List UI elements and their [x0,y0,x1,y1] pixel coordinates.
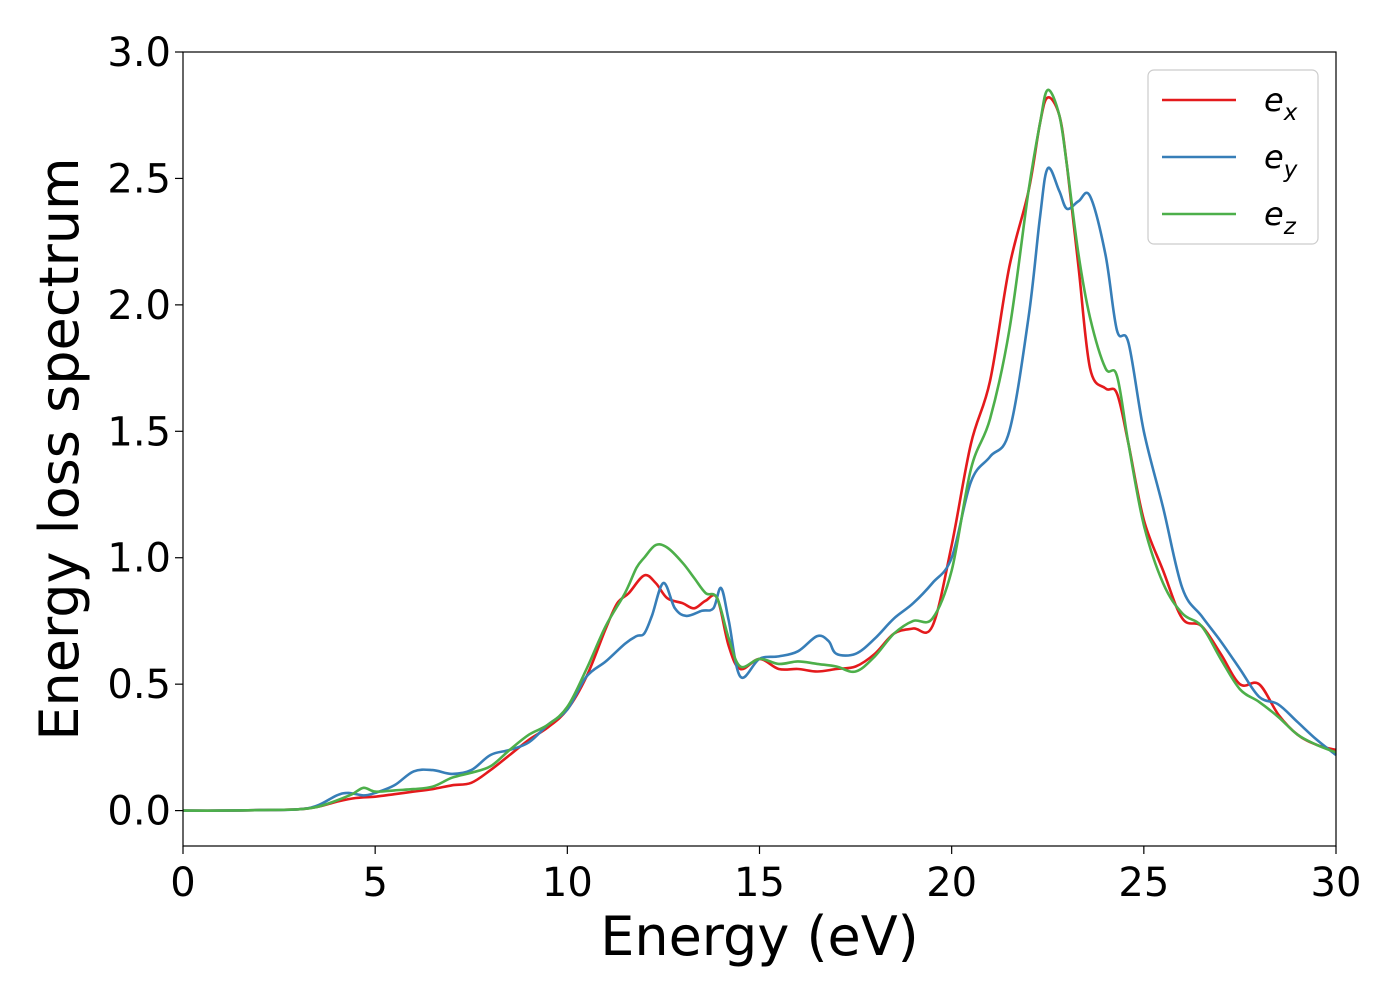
y-axis-ticks: 0.0 0.5 1.0 1.5 2.0 2.5 3.0 [107,30,183,835]
y-tick-label: 2.0 [107,283,171,329]
series-line-z [182,88,1337,812]
series-line-y [182,166,1337,812]
series-layer [182,88,1337,812]
x-tick-label: 30 [1311,860,1362,906]
legend-label-y: ey [1264,138,1298,183]
x-tick-label: 25 [1118,860,1169,906]
x-tick-label: 5 [362,860,387,906]
x-tick-label: 20 [926,860,977,906]
y-tick-label: 2.5 [107,156,171,202]
y-axis-title: Energy loss spectrum [28,157,91,740]
y-tick-label: 0.0 [107,789,171,835]
x-tick-label: 0 [170,860,195,906]
y-tick-label: 3.0 [107,30,171,76]
legend: ex ey ez [1147,69,1319,245]
x-tick-label: 10 [542,860,593,906]
y-tick-label: 1.0 [107,536,171,582]
x-axis-ticks: 0 5 10 15 20 25 30 [170,846,1361,906]
x-axis-title: Energy (eV) [600,905,919,968]
x-tick-label: 15 [734,860,785,906]
y-tick-label: 1.5 [107,409,171,455]
legend-label-x: ex [1264,81,1298,126]
legend-label-z: ez [1264,195,1297,240]
y-tick-label: 0.5 [107,662,171,708]
